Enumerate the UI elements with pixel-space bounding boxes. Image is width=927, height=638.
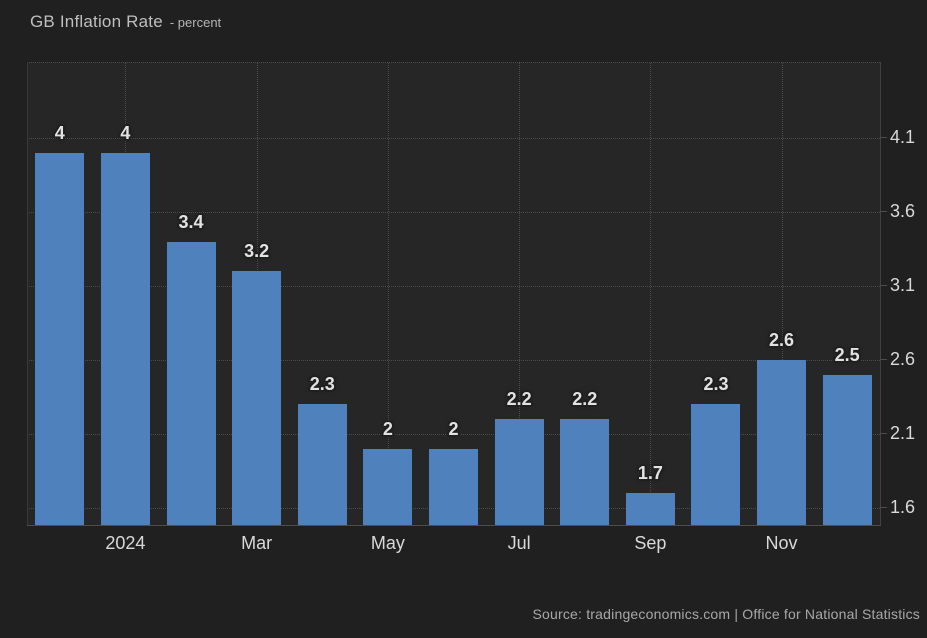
x-tick-label: Jul bbox=[507, 533, 531, 553]
bar-2[interactable] bbox=[363, 448, 413, 526]
bar-value-label: 4 bbox=[54, 122, 65, 143]
bar-2.5[interactable] bbox=[822, 374, 872, 526]
chart-subtitle: - percent bbox=[169, 15, 222, 30]
bar-value-label: 1.7 bbox=[637, 463, 663, 484]
left-axis-line bbox=[27, 62, 28, 525]
bar-4[interactable] bbox=[35, 152, 85, 526]
horizontal-gridline bbox=[27, 212, 880, 213]
y-axis: 4.1 3.6 3.1 2.6 2.1 1.6 bbox=[880, 62, 927, 525]
y-tick-label: 2.6 bbox=[890, 348, 916, 369]
x-tick-label: Mar bbox=[241, 533, 273, 553]
vertical-gridline bbox=[387, 63, 389, 526]
horizontal-gridline bbox=[27, 138, 880, 140]
bar-value-label: 3.4 bbox=[178, 211, 204, 232]
y-tick-label: 3.1 bbox=[890, 274, 916, 295]
bottom-axis-line bbox=[27, 525, 881, 526]
bar-2.3[interactable] bbox=[691, 404, 741, 526]
y-axis-tickmark bbox=[880, 506, 887, 508]
bar-value-label: 2.3 bbox=[309, 374, 335, 395]
bar-2.2[interactable] bbox=[494, 419, 544, 526]
bar-value-label: 2 bbox=[382, 418, 393, 439]
y-axis-tickmark bbox=[880, 137, 887, 139]
right-axis-line bbox=[880, 62, 881, 526]
vertical-gridline bbox=[781, 63, 783, 526]
y-tick-label: 4.1 bbox=[890, 127, 916, 148]
chart-title: GB Inflation Rate bbox=[30, 12, 163, 31]
bar-value-label: 2.2 bbox=[572, 389, 598, 410]
y-tick-label: 3.6 bbox=[890, 201, 916, 221]
bar-2[interactable] bbox=[429, 448, 478, 526]
bar-value-label: 2.6 bbox=[769, 329, 795, 350]
x-tick-label: Sep bbox=[634, 533, 667, 553]
bar-4[interactable] bbox=[100, 152, 150, 526]
horizontal-gridline bbox=[27, 285, 880, 287]
x-tick-label: Nov bbox=[765, 533, 798, 553]
bar-2.6[interactable] bbox=[757, 359, 807, 526]
bar-value-label: 2 bbox=[448, 418, 459, 439]
horizontal-gridline bbox=[27, 359, 880, 361]
bar-value-label: 3.2 bbox=[244, 241, 270, 262]
bar-value-label: 2.5 bbox=[834, 344, 860, 365]
y-tick-label: 2.1 bbox=[890, 422, 916, 443]
source-attribution: Source: tradingeconomics.com | Office fo… bbox=[532, 606, 920, 622]
bar-value-label: 2.3 bbox=[703, 374, 729, 395]
y-axis-tickmark bbox=[880, 358, 887, 360]
y-axis-tickmark bbox=[880, 284, 887, 286]
bar-2.2[interactable] bbox=[560, 419, 610, 526]
chart-header: GB Inflation Rate - percent bbox=[30, 12, 221, 32]
bar-value-label: 2.2 bbox=[506, 389, 532, 410]
y-axis-tickmark bbox=[880, 211, 887, 212]
bar-3.4[interactable] bbox=[166, 241, 216, 526]
x-tick-label: 2024 bbox=[105, 533, 146, 553]
horizontal-gridline bbox=[27, 433, 880, 435]
y-tick-label: 1.6 bbox=[890, 496, 916, 517]
plot-area: 4 4 3.4 3.2 2.3 2 2 2.2 2.2 1.7 2.3 2.6 2.5 bbox=[27, 62, 880, 526]
bar-1.7[interactable] bbox=[625, 493, 675, 526]
vertical-gridline bbox=[650, 63, 652, 526]
y-axis-tickmark bbox=[880, 432, 887, 434]
bar-2.3[interactable] bbox=[297, 404, 347, 526]
bar-3.2[interactable] bbox=[232, 271, 282, 526]
x-tick-label: May bbox=[370, 533, 405, 553]
bar-value-label: 4 bbox=[120, 122, 131, 143]
x-axis: 2024 Mar May Jul Sep Nov bbox=[27, 525, 880, 565]
vertical-gridline bbox=[519, 63, 521, 526]
